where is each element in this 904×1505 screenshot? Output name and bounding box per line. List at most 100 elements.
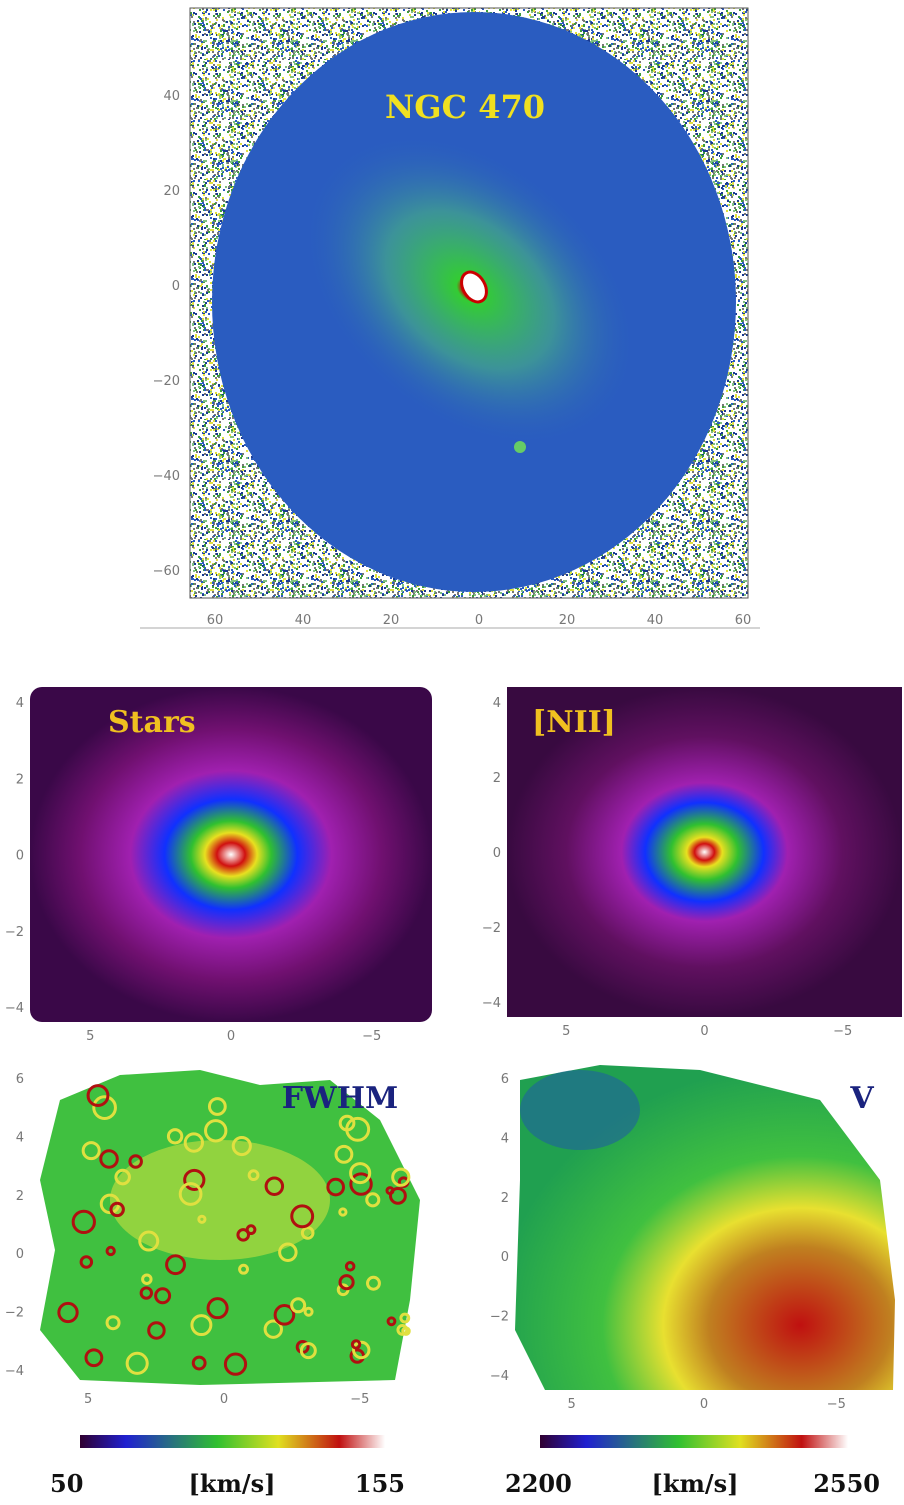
panel-label: FWHM bbox=[282, 1081, 399, 1116]
speckle bbox=[349, 1172, 373, 1196]
speckle bbox=[290, 1297, 307, 1314]
speckle bbox=[191, 1355, 207, 1371]
speckle bbox=[264, 1176, 285, 1197]
x-tick-label: 0 bbox=[700, 1024, 708, 1039]
speckle bbox=[99, 1149, 119, 1169]
speckle bbox=[245, 1224, 257, 1236]
speckle bbox=[278, 1242, 298, 1262]
y-tick-label: 4 bbox=[16, 1130, 24, 1145]
x-tick-label: 60 bbox=[735, 613, 752, 628]
speckle bbox=[204, 1119, 228, 1143]
colorbar-min: 50 bbox=[50, 1469, 83, 1498]
speckle bbox=[223, 1352, 248, 1376]
speckle bbox=[231, 1135, 252, 1157]
x-tick-label: 0 bbox=[475, 613, 483, 628]
speckle bbox=[79, 1255, 94, 1269]
speckle bbox=[207, 1097, 227, 1116]
panel-label: Stars bbox=[108, 705, 196, 740]
y-tick-label: 2 bbox=[16, 772, 24, 787]
speckle bbox=[290, 1204, 315, 1229]
speckle bbox=[138, 1230, 160, 1252]
y-tick-label: −60 bbox=[153, 564, 180, 579]
x-tick-label: 20 bbox=[559, 613, 576, 628]
y-tick-label: 40 bbox=[163, 89, 180, 104]
speckle bbox=[197, 1214, 207, 1224]
y-tick-label: −40 bbox=[153, 469, 180, 484]
x-tick-label: −5 bbox=[833, 1024, 852, 1039]
colorbar bbox=[80, 1435, 385, 1448]
x-tick-label: 5 bbox=[568, 1397, 576, 1412]
speckle bbox=[86, 1084, 110, 1107]
speckle bbox=[71, 1209, 96, 1234]
title: NGC 470 bbox=[385, 88, 545, 126]
colorbar-unit: [km/s] bbox=[651, 1469, 738, 1498]
speckle bbox=[238, 1263, 250, 1275]
speckle bbox=[350, 1339, 362, 1350]
speckle bbox=[105, 1315, 121, 1331]
fwhm-map bbox=[40, 1070, 420, 1385]
speckle bbox=[391, 1167, 411, 1187]
y-tick-label: −4 bbox=[5, 1001, 24, 1016]
y-tick-label: 4 bbox=[16, 696, 24, 711]
speckle bbox=[349, 1162, 372, 1185]
y-tick-label: 0 bbox=[16, 1247, 24, 1262]
x-tick-label: −5 bbox=[827, 1397, 846, 1412]
v-map bbox=[515, 1065, 895, 1390]
speckle bbox=[352, 1340, 371, 1360]
speckle bbox=[183, 1168, 206, 1192]
speckle bbox=[206, 1297, 229, 1320]
speckle bbox=[165, 1254, 186, 1276]
star bbox=[514, 441, 526, 453]
x-tick-label: 0 bbox=[220, 1392, 228, 1407]
nii-map bbox=[507, 687, 902, 1017]
colorbar bbox=[540, 1435, 848, 1448]
y-tick-label: −4 bbox=[482, 996, 501, 1011]
y-tick-label: −4 bbox=[5, 1364, 24, 1379]
speckle bbox=[365, 1192, 381, 1208]
colorbar-max: 2550 bbox=[813, 1469, 880, 1498]
speckle bbox=[84, 1348, 104, 1368]
x-tick-label: 40 bbox=[295, 613, 312, 628]
speckle bbox=[273, 1304, 296, 1326]
y-tick-label: −20 bbox=[153, 374, 180, 389]
x-tick-label: 5 bbox=[84, 1392, 92, 1407]
speckle bbox=[401, 1326, 411, 1336]
y-tick-label: 2 bbox=[493, 771, 501, 786]
x-tick-label: 0 bbox=[227, 1029, 235, 1044]
speckle bbox=[366, 1275, 381, 1291]
speckle bbox=[178, 1182, 203, 1206]
y-tick-label: −4 bbox=[490, 1369, 509, 1384]
y-tick-label: −2 bbox=[490, 1310, 509, 1325]
x-tick-label: 5 bbox=[562, 1024, 570, 1039]
speckle bbox=[81, 1141, 101, 1161]
speckle bbox=[345, 1116, 371, 1142]
speckle bbox=[147, 1321, 166, 1340]
speckle bbox=[344, 1261, 356, 1272]
speckle bbox=[326, 1177, 345, 1197]
speckle bbox=[141, 1273, 153, 1285]
speckle bbox=[139, 1286, 153, 1300]
speckle bbox=[105, 1245, 116, 1257]
nucleus bbox=[460, 270, 488, 304]
colorbar-unit: [km/s] bbox=[188, 1469, 275, 1498]
speckle bbox=[399, 1312, 411, 1324]
x-tick-label: 5 bbox=[86, 1029, 94, 1044]
speckle bbox=[300, 1226, 315, 1240]
speckle bbox=[128, 1154, 143, 1169]
y-tick-label: −2 bbox=[5, 925, 24, 940]
y-tick-label: 4 bbox=[493, 696, 501, 711]
speckle bbox=[236, 1228, 251, 1242]
y-tick-label: −2 bbox=[5, 1306, 24, 1321]
x-tick-label: 40 bbox=[647, 613, 664, 628]
speckle bbox=[247, 1169, 260, 1182]
colorbar-min: 2200 bbox=[505, 1469, 572, 1498]
speckle bbox=[166, 1128, 184, 1145]
speckle bbox=[386, 1316, 397, 1327]
speckle bbox=[114, 1168, 131, 1186]
speckle bbox=[109, 1201, 125, 1218]
y-tick-label: 0 bbox=[493, 846, 501, 861]
y-tick-label: −2 bbox=[482, 921, 501, 936]
x-tick-label: 20 bbox=[383, 613, 400, 628]
speckle bbox=[263, 1319, 283, 1339]
